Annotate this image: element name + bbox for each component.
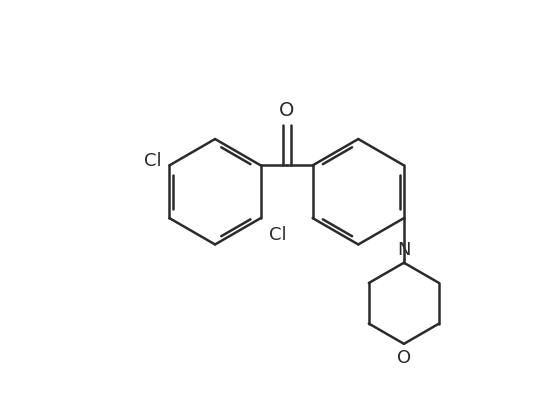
- Text: Cl: Cl: [269, 226, 287, 244]
- Text: O: O: [397, 349, 411, 367]
- Text: O: O: [279, 101, 294, 120]
- Text: Cl: Cl: [144, 152, 161, 171]
- Text: N: N: [397, 241, 411, 259]
